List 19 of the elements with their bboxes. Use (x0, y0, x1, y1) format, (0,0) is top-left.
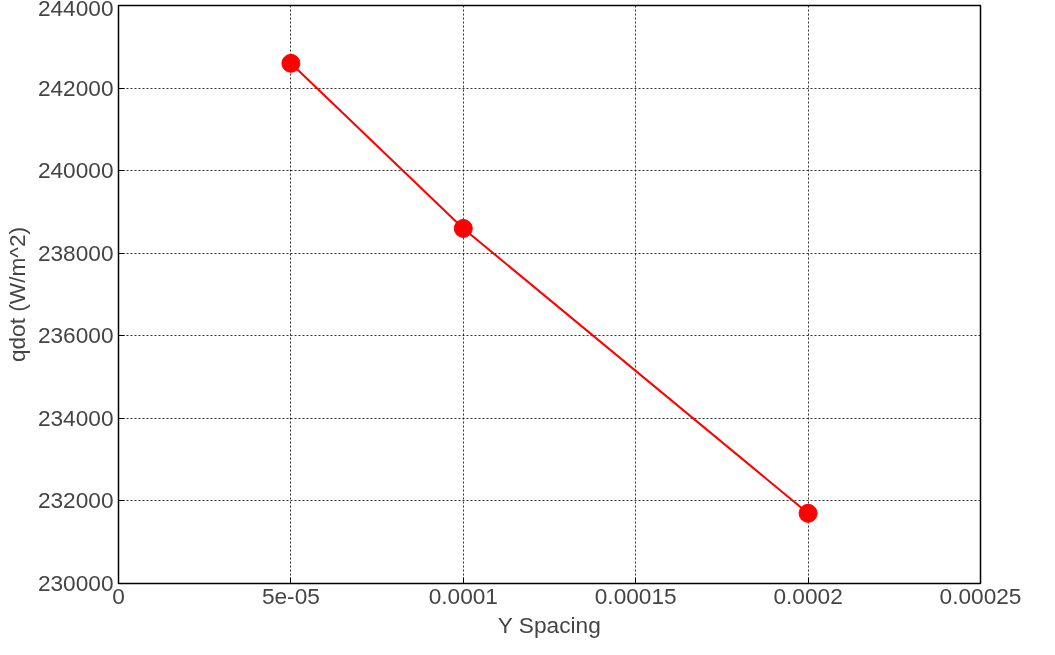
text: 5e-05 (261, 582, 320, 609)
point (453, 218, 473, 238)
y-tick-label: 240000 (37, 157, 114, 184)
y-tick-label: 236000 (37, 322, 114, 349)
x-axis-title: Y Spacing (497, 611, 601, 638)
y-tick-label: 232000 (37, 487, 114, 514)
x-tick-label: 0.00015 (594, 582, 677, 609)
point (798, 503, 818, 523)
x-tick-label: 0.00025 (939, 582, 1022, 609)
y-tick-label: 242000 (37, 74, 114, 101)
x-tick-label: 0.0001 (428, 582, 498, 609)
x-tick-label: 0 (112, 582, 125, 609)
point (281, 53, 301, 73)
x-tick-label: 0.0002 (773, 582, 843, 609)
y-axis-title: qdot (W/m^2) (3, 226, 30, 363)
y-tick-label: 234000 (37, 404, 114, 431)
y-tick-label: 244000 (37, 0, 114, 21)
y-tick-label: 230000 (37, 570, 114, 596)
y-tick-label: 238000 (37, 239, 114, 266)
